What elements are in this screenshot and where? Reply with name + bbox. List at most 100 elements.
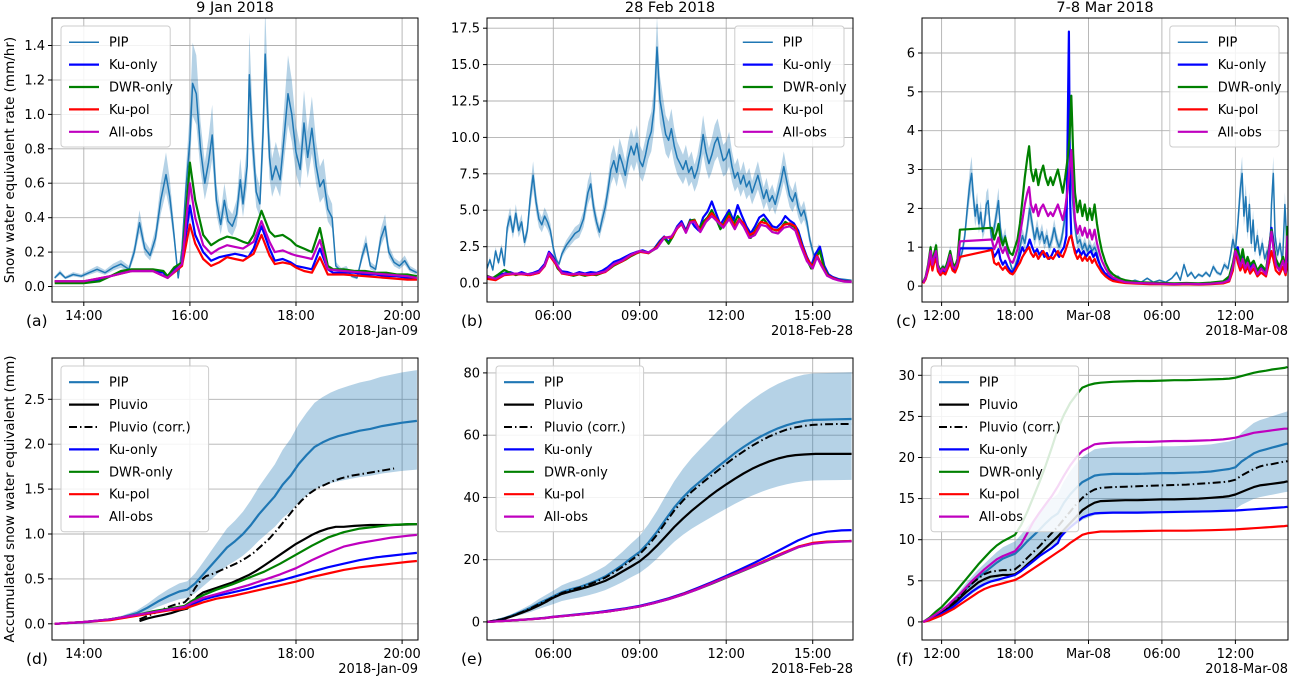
svg-text:09:00: 09:00 xyxy=(621,309,658,324)
svg-text:16:00: 16:00 xyxy=(171,309,208,324)
legend-label: Ku-only xyxy=(109,58,158,73)
svg-text:20:00: 20:00 xyxy=(383,309,420,324)
series-line-all-obs xyxy=(54,182,418,283)
legend-label: DWR-only xyxy=(109,465,173,480)
svg-text:15:00: 15:00 xyxy=(794,309,831,324)
svg-text:06:00: 06:00 xyxy=(535,647,572,662)
legend-label: PIP xyxy=(109,376,129,391)
x-axis-date-label: 2018-Jan-09 xyxy=(338,662,418,677)
legend-label: Ku-only xyxy=(1218,58,1267,73)
grid-lines xyxy=(487,18,853,302)
legend-box xyxy=(60,25,171,148)
svg-text:2.0: 2.0 xyxy=(24,438,45,453)
tick-labels: 12:00 18:00 Mar-08 06:00 12:00 0 1 2 3 4 5 6 xyxy=(907,47,1254,325)
series-line-pluvio-corr- xyxy=(922,460,1288,623)
tick-labels: 12:00 18:00 Mar-08 06:00 12:00 0 5 10 15 20 25 30 xyxy=(898,369,1254,662)
legend-box xyxy=(60,365,210,533)
svg-text:12:00: 12:00 xyxy=(1217,309,1254,324)
series-line-pluvio xyxy=(487,452,852,623)
legend-label: All-obs xyxy=(109,510,153,525)
uncertainty-band-pip xyxy=(54,18,417,280)
legend-label: Pluvio xyxy=(109,398,148,413)
panel-letter: (b) xyxy=(461,312,483,330)
legend-label: Ku-pol xyxy=(544,488,585,503)
svg-text:5: 5 xyxy=(907,85,915,100)
svg-text:20: 20 xyxy=(898,451,915,466)
svg-text:6: 6 xyxy=(907,47,915,62)
axes-spines xyxy=(486,17,854,303)
panel-f: 12:00 18:00 Mar-08 06:00 12:00 0 5 10 15 20 25 30 20… xyxy=(896,357,1289,677)
legend-label: Ku-pol xyxy=(109,488,150,503)
legend: PIP Ku-only DWR-only Ku-pol All-obs xyxy=(1169,25,1282,148)
series-line-ku-pol xyxy=(487,539,852,623)
tick-labels: 14:00 16:00 18:00 20:00 0.0 0.5 1.0 1.5 2.0 2.5 xyxy=(24,393,421,662)
legend-label: Ku-only xyxy=(109,443,158,458)
svg-text:80: 80 xyxy=(463,366,480,381)
svg-text:15: 15 xyxy=(898,492,915,507)
legend-label: Ku-only xyxy=(544,443,593,458)
legend-label: Ku-pol xyxy=(783,103,824,118)
svg-text:16:00: 16:00 xyxy=(171,647,208,662)
svg-text:1.0: 1.0 xyxy=(24,108,45,123)
svg-text:06:00: 06:00 xyxy=(535,309,572,324)
legend-label: Pluvio xyxy=(544,398,583,413)
svg-text:Mar-08: Mar-08 xyxy=(1066,309,1111,324)
legend-label: All-obs xyxy=(783,125,827,140)
svg-text:18:00: 18:00 xyxy=(996,647,1033,662)
svg-text:0.0: 0.0 xyxy=(459,277,480,292)
series-line-dwr-only xyxy=(54,161,418,285)
axes-spines xyxy=(921,17,1289,303)
svg-text:0: 0 xyxy=(472,615,480,630)
svg-text:2.5: 2.5 xyxy=(24,393,45,408)
axes-spines xyxy=(486,357,854,641)
legend-label: DWR-only xyxy=(979,465,1043,480)
svg-text:1.5: 1.5 xyxy=(24,483,45,498)
y-axis-label: Snow water equivalent rate (mm/hr) xyxy=(2,37,18,283)
svg-text:10: 10 xyxy=(898,533,915,548)
svg-text:14:00: 14:00 xyxy=(65,647,102,662)
panel-letter: (d) xyxy=(26,650,48,668)
legend-label: DWR-only xyxy=(783,81,847,96)
legend-label: Pluvio (corr.) xyxy=(979,421,1061,436)
uncertainty-band-pip xyxy=(487,18,852,281)
uncertainty-band-pip xyxy=(54,370,417,624)
panel-title: 28 Feb 2018 xyxy=(625,0,715,16)
svg-text:12:00: 12:00 xyxy=(923,309,960,324)
legend-label: PIP xyxy=(783,36,803,51)
legend: PIP Ku-only DWR-only Ku-pol All-obs xyxy=(60,25,173,148)
svg-text:0.6: 0.6 xyxy=(24,177,45,192)
legend-label: DWR-only xyxy=(109,81,173,96)
svg-text:3: 3 xyxy=(907,163,915,178)
panel-a: 14:00 16:00 18:00 20:00 0.0 0.2 0.4 0.6 0.8 1.0 1.… xyxy=(2,0,421,339)
svg-text:0.8: 0.8 xyxy=(24,142,45,157)
panel-title: 7-8 Mar 2018 xyxy=(1056,0,1153,16)
series-line-all-obs xyxy=(922,149,1288,286)
legend-box xyxy=(930,365,1080,533)
tick-labels: 06:00 09:00 12:00 15:00 0.0 2.5 5.0 7.5 10.0 12.5… xyxy=(451,22,831,324)
svg-text:60: 60 xyxy=(463,429,480,444)
legend-label: PIP xyxy=(109,36,129,51)
series-line-pluvio-corr- xyxy=(487,423,852,623)
svg-text:2.5: 2.5 xyxy=(459,240,480,255)
svg-text:2: 2 xyxy=(907,202,915,217)
legend-label: All-obs xyxy=(979,510,1023,525)
svg-text:10.0: 10.0 xyxy=(451,131,480,146)
legend-label: PIP xyxy=(979,376,999,391)
panel-letter: (a) xyxy=(26,312,48,330)
series-line-dwr-only xyxy=(487,539,852,623)
series-line-all-obs xyxy=(54,533,418,625)
svg-text:09:00: 09:00 xyxy=(621,647,658,662)
svg-text:20: 20 xyxy=(463,553,480,568)
series-line-all-obs xyxy=(487,540,852,623)
svg-text:0.5: 0.5 xyxy=(24,572,45,587)
series-line-pluvio-corr- xyxy=(139,467,395,621)
svg-text:1.4: 1.4 xyxy=(24,39,45,54)
svg-text:4: 4 xyxy=(907,124,915,139)
legend-label: DWR-only xyxy=(544,465,608,480)
panel-e: 06:00 09:00 12:00 15:00 0 20 40 60 80 2018-Feb-28… xyxy=(461,357,854,677)
svg-text:25: 25 xyxy=(898,410,915,425)
svg-text:12.5: 12.5 xyxy=(451,95,480,110)
svg-text:0.0: 0.0 xyxy=(24,280,45,295)
